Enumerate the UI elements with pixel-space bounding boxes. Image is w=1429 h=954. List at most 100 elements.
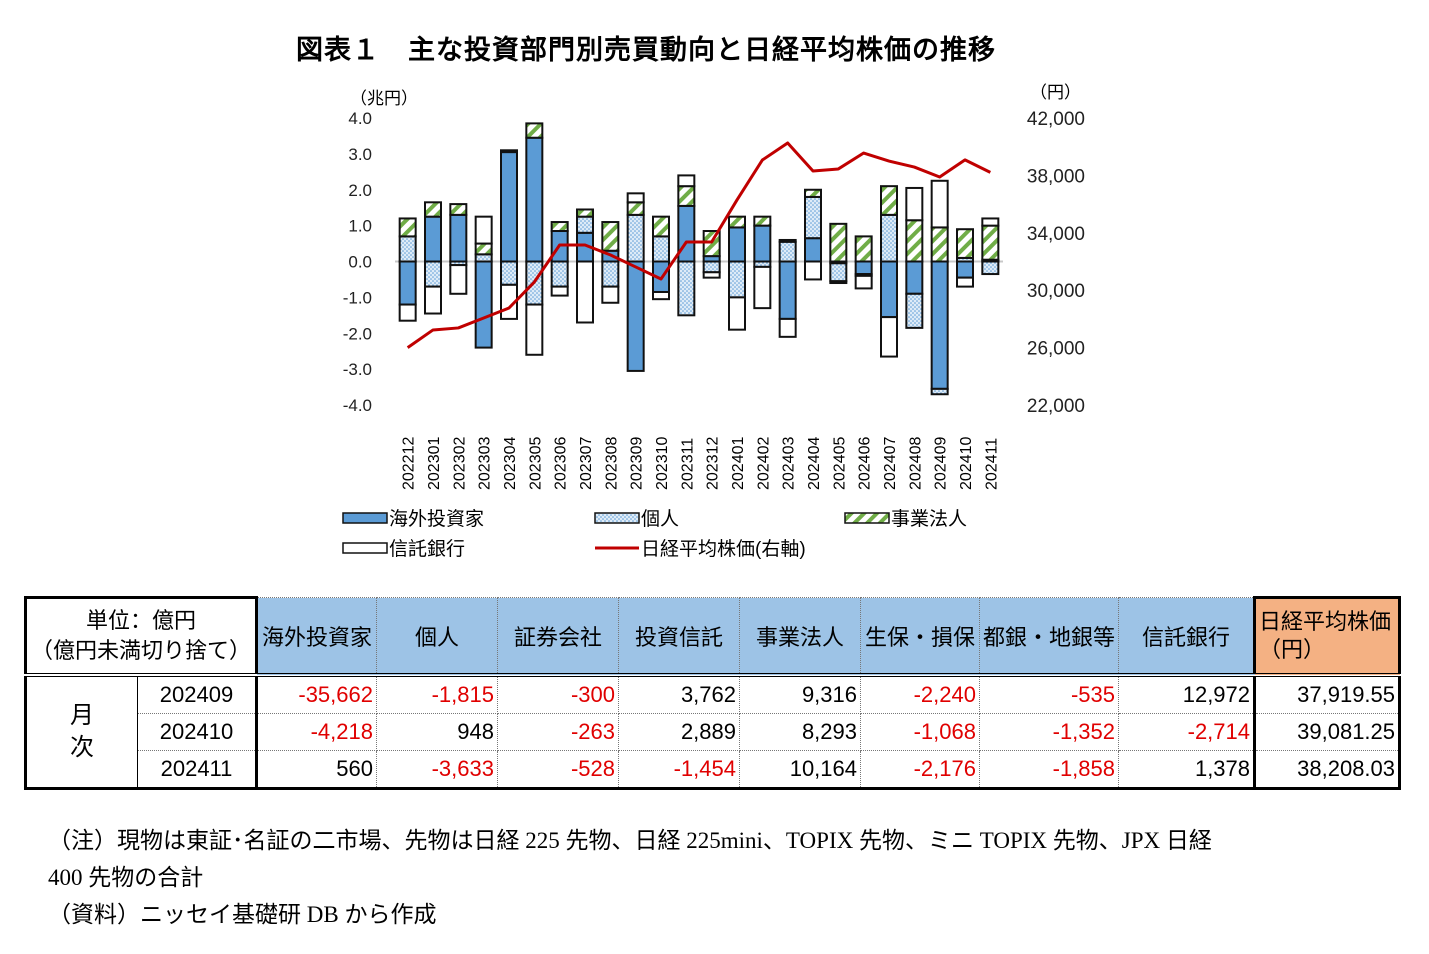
- col-header: 都銀・地銀等: [978, 597, 1120, 676]
- cell-value: -1,815: [376, 674, 498, 714]
- unit-note: （億円未満切り捨て）: [30, 638, 251, 663]
- bar-segment: [525, 136, 544, 263]
- y2-tick-label: 22,000: [1027, 396, 1085, 417]
- bar-segment: [728, 215, 746, 229]
- x-tick-label: 202302: [451, 437, 468, 490]
- cell-value: -528: [497, 750, 619, 790]
- left-axis-unit: （兆円）: [350, 89, 418, 108]
- row-date: 202410: [137, 713, 258, 751]
- cell-value: 948: [376, 713, 498, 751]
- cell-value: 10,164: [739, 750, 861, 790]
- bar-segment: [728, 226, 746, 263]
- legend-individual-label: 個人: [641, 508, 679, 530]
- bar-segment: [930, 260, 949, 390]
- chart: （兆円） （円） 4.0 3.0 2.0 1.0 0.0 -1.0 -2.0 -3.0 -4.0 42…: [342, 83, 1085, 560]
- bar-segment: [550, 260, 569, 288]
- bar-segment: [424, 201, 442, 218]
- x-tick-label: 202403: [781, 437, 798, 490]
- bar-segment: [525, 122, 544, 139]
- bar-segment: [829, 222, 848, 263]
- x-tick-label: 202304: [502, 437, 519, 490]
- col-header: 投資信託: [618, 597, 740, 676]
- cell-value: 2,889: [618, 713, 740, 751]
- bar-segment: [778, 238, 797, 243]
- cell-value: -1,858: [978, 750, 1120, 790]
- y-tick-label: -4.0: [343, 396, 372, 415]
- bar-segment: [576, 260, 594, 324]
- cell-value: 560: [256, 750, 377, 790]
- bar-segment: [449, 264, 468, 295]
- bar-segment: [449, 213, 468, 263]
- bar-segment: [424, 215, 442, 263]
- x-tick-label: 202212: [401, 437, 418, 490]
- bar-segment: [474, 242, 493, 256]
- bar-segment: [854, 260, 873, 276]
- bar-segment: [474, 260, 493, 349]
- group-label-2: 次: [70, 734, 94, 761]
- col-header: 海外投資家: [256, 597, 377, 676]
- bar-segment: [702, 260, 721, 274]
- x-tick-label: 202401: [730, 437, 747, 490]
- bar-segment: [398, 235, 417, 263]
- bar-segment: [398, 217, 417, 238]
- y-tick-label: 1.0: [348, 217, 372, 236]
- cell-value: 1,378: [1118, 750, 1257, 790]
- nikkei-line: [406, 141, 991, 349]
- bar-segment: [778, 317, 797, 338]
- y-tick-label: 3.0: [348, 145, 372, 164]
- bar-segment: [778, 240, 797, 263]
- bar-segment: [474, 215, 493, 245]
- x-tick-label: 202404: [806, 437, 823, 490]
- cell-value: -263: [497, 713, 619, 751]
- bar-segment: [981, 217, 1000, 227]
- x-tick-label: 202309: [629, 437, 646, 490]
- cell-nikkei: 38,208.03: [1254, 750, 1402, 790]
- bar-segment: [728, 296, 746, 331]
- x-tick-label: 202301: [426, 437, 443, 490]
- x-tick-label: 202409: [933, 437, 950, 490]
- cell-value: -35,662: [256, 674, 377, 714]
- col-header: 証券会社: [497, 597, 619, 676]
- bar-segment: [905, 260, 924, 295]
- legend-overseas-swatch: [342, 512, 388, 524]
- x-tick-label: 202308: [603, 437, 620, 490]
- note-line: 400 先物の合計: [48, 865, 204, 890]
- legend-trust-swatch: [342, 542, 388, 554]
- y-tick-label: 4.0: [348, 109, 372, 128]
- bar-segment: [981, 224, 1000, 261]
- legend-individual-swatch: [594, 512, 640, 524]
- bar-segment: [981, 260, 1000, 276]
- y-tick-label: 2.0: [348, 181, 372, 200]
- bar-segment: [880, 260, 898, 319]
- y2-tick-label: 38,000: [1027, 166, 1085, 187]
- bar-segment: [753, 215, 772, 227]
- cell-value: 12,972: [1118, 674, 1257, 714]
- table-row: 202410 -4,218 948 -263 2,889 8,293 -1,068 -1,35…: [26, 713, 1402, 751]
- cell-value: -3,633: [376, 750, 498, 790]
- bar-segment: [474, 253, 493, 263]
- x-tick-label: 202410: [958, 437, 975, 490]
- y-tick-label: -2.0: [343, 324, 372, 343]
- x-tick-label: 202305: [527, 437, 544, 490]
- legend-overseas-label: 海外投資家: [389, 508, 484, 530]
- bar-segment: [930, 179, 949, 229]
- bar-segment: [854, 274, 873, 290]
- x-tick-label: 202312: [705, 437, 722, 490]
- cell-value: 8,293: [739, 713, 861, 751]
- y2-tick-label: 34,000: [1027, 224, 1085, 245]
- bar-segment: [905, 219, 924, 263]
- bar-segment: [652, 215, 670, 238]
- bar-segment: [626, 201, 645, 216]
- bar-segment: [576, 215, 594, 234]
- bar-segment: [702, 271, 721, 279]
- bar-segment: [652, 235, 670, 263]
- bar-segment: [398, 260, 417, 306]
- bar-segment: [804, 260, 822, 281]
- legend-corporate-swatch: [844, 512, 890, 524]
- col-header: 信託銀行: [1118, 597, 1257, 676]
- bar-segment: [500, 260, 518, 286]
- bar-segment: [677, 185, 696, 207]
- bar-segment: [804, 195, 822, 240]
- bar-segment: [626, 213, 645, 263]
- bar-segment: [753, 224, 772, 263]
